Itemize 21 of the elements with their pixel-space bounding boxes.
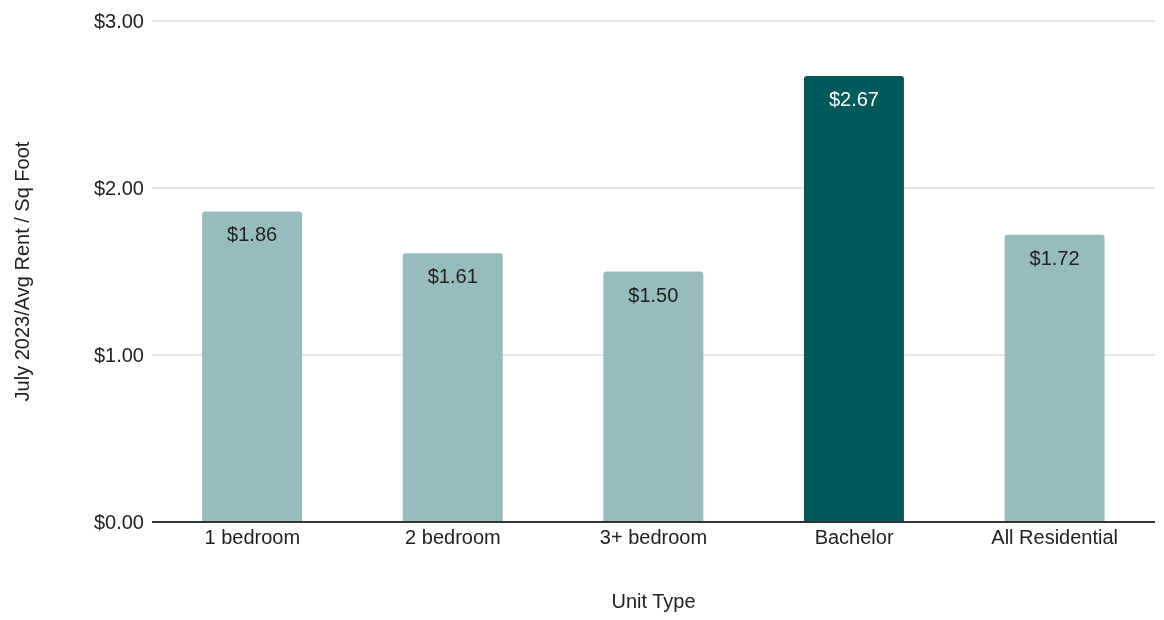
x-tick-label: 2 bedroom [405, 526, 501, 549]
x-tick-label: Bachelor [814, 526, 894, 549]
x-axis-title: Unit Type [611, 590, 696, 612]
y-tick-label: $0.00 [93, 511, 144, 534]
y-axis-title: July 2023/Avg Rent / Sq Foot [11, 141, 34, 402]
y-tick-label: $1.00 [93, 344, 144, 367]
bar [402, 253, 503, 522]
x-tick-label: 3+ bedroom [599, 526, 708, 549]
x-tick-label: 1 bedroom [204, 526, 301, 549]
bar [603, 271, 704, 522]
data-label: $1.86 [227, 223, 278, 246]
bar [803, 76, 904, 522]
bar [202, 211, 303, 522]
data-label: $1.61 [427, 265, 478, 288]
data-label: $2.67 [828, 88, 879, 111]
y-tick-label: $2.00 [93, 177, 144, 200]
data-label: $1.50 [628, 283, 679, 306]
data-label: $1.72 [1029, 246, 1080, 269]
y-tick-label: $3.00 [93, 10, 144, 33]
bar [1004, 234, 1105, 522]
x-tick-label: All Residential [991, 526, 1119, 549]
